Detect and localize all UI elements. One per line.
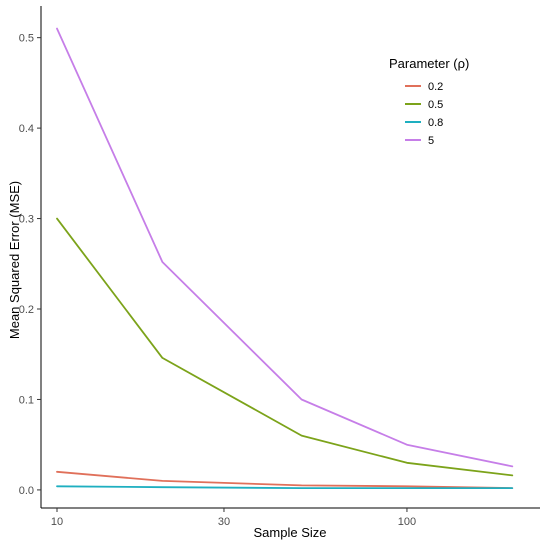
x-ticks: 10 30 100 [51, 508, 416, 528]
x-tick-label: 10 [51, 516, 63, 528]
legend: Parameter (ρ) 0.2 0.5 0.8 5 [389, 56, 469, 147]
y-axis-title: Mean Squared Error (MSE) [7, 181, 22, 339]
legend-label: 5 [428, 135, 434, 147]
axes [40, 6, 540, 509]
x-tick-label: 100 [398, 516, 416, 528]
series-line-0-8 [56, 485, 514, 490]
legend-label: 0.5 [428, 99, 443, 111]
y-tick-label: 0.0 [19, 485, 34, 497]
legend-label: 0.2 [428, 81, 443, 93]
y-tick-label: 0.5 [19, 33, 34, 45]
series-line-5 [56, 27, 514, 468]
y-tick-label: 0.2 [19, 304, 34, 316]
y-tick-label: 0.4 [19, 123, 34, 135]
series-lines [56, 27, 514, 490]
legend-items: 0.2 0.5 0.8 5 [405, 81, 443, 147]
legend-title: Parameter (ρ) [389, 56, 469, 71]
y-tick-label: 0.3 [19, 214, 34, 226]
legend-label: 0.8 [428, 117, 443, 129]
x-axis-title: Sample Size [254, 525, 327, 540]
series-line-0-5 [56, 217, 514, 477]
x-tick-label: 30 [218, 516, 230, 528]
y-tick-label: 0.1 [19, 394, 34, 406]
y-ticks: 0.0 0.1 0.2 0.3 0.4 0.5 [19, 33, 41, 497]
series-line-0-2 [56, 470, 514, 490]
